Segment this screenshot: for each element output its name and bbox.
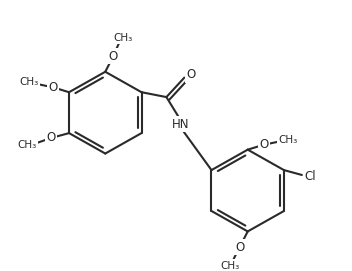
Text: Cl: Cl (304, 170, 316, 183)
Text: O: O (109, 50, 118, 63)
Text: O: O (235, 240, 244, 253)
Text: CH₃: CH₃ (220, 260, 239, 270)
Text: O: O (187, 68, 196, 81)
Text: O: O (259, 138, 268, 151)
Text: CH₃: CH₃ (20, 78, 39, 88)
Text: CH₃: CH₃ (278, 135, 297, 145)
Text: O: O (46, 131, 56, 144)
Text: HN: HN (172, 118, 189, 131)
Text: CH₃: CH₃ (114, 33, 133, 43)
Text: CH₃: CH₃ (18, 140, 37, 150)
Text: O: O (49, 81, 58, 94)
